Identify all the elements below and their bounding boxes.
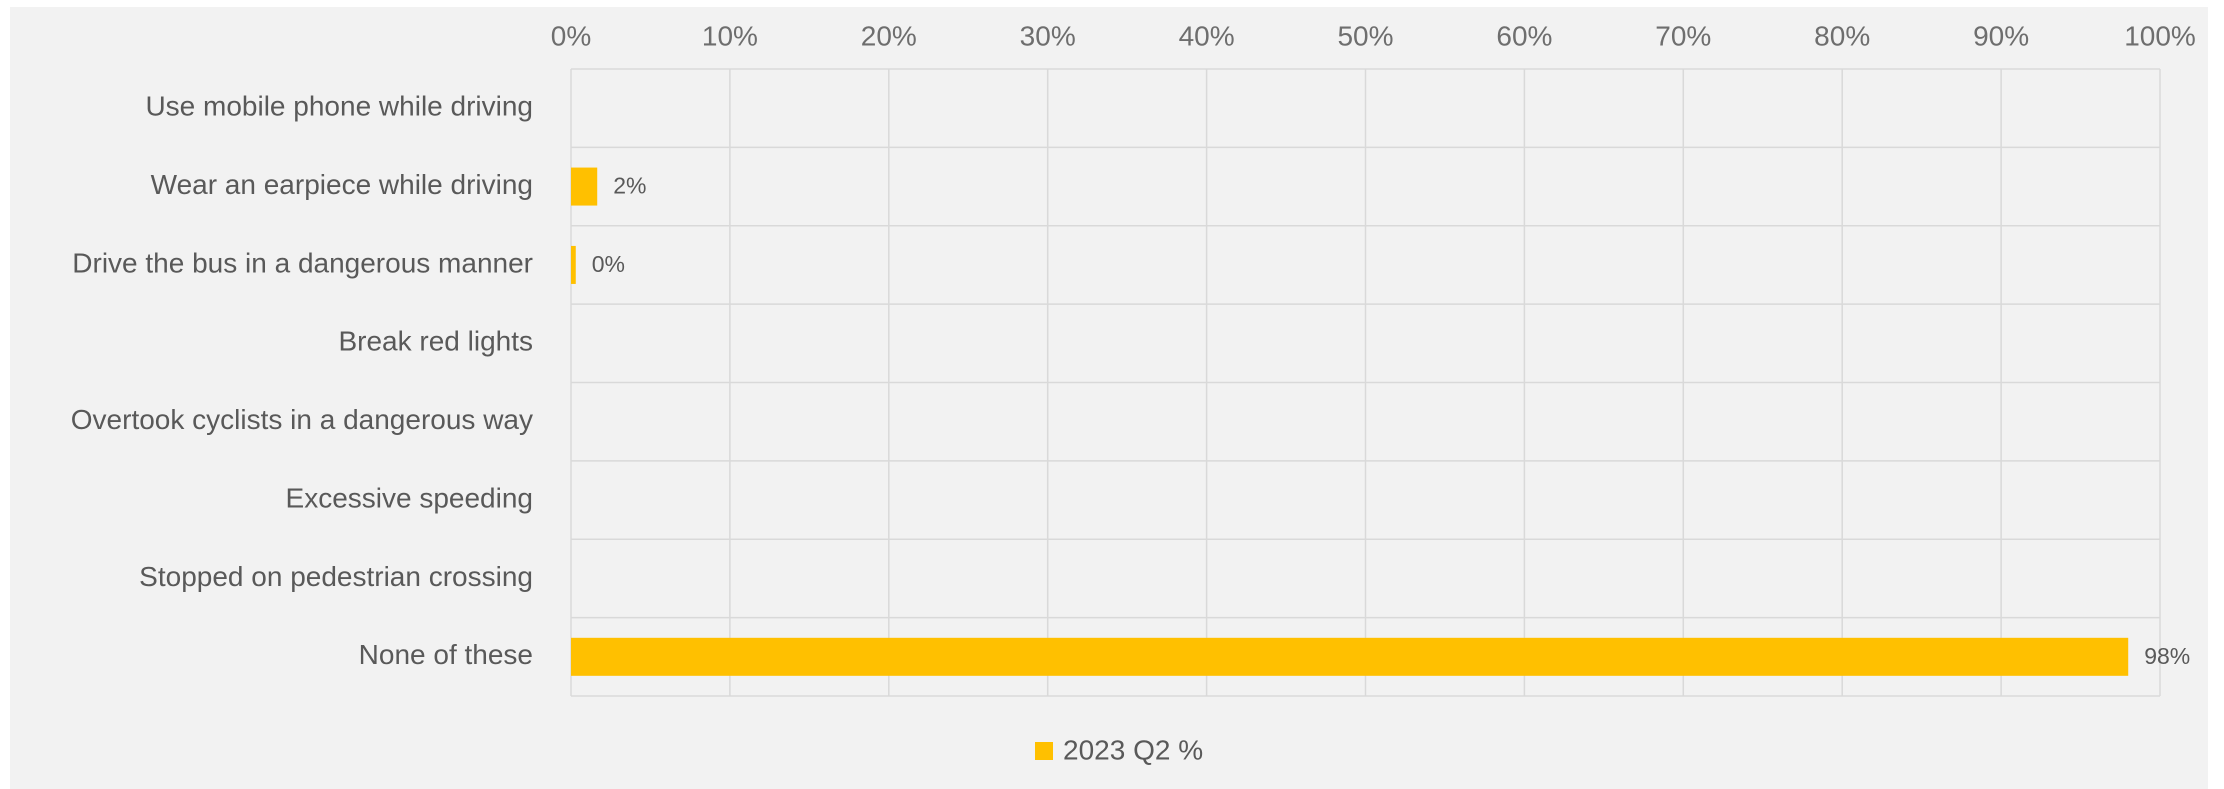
category-label: Drive the bus in a dangerous manner xyxy=(72,247,533,278)
category-label: Excessive speeding xyxy=(286,482,533,513)
x-tick-label: 20% xyxy=(861,20,917,51)
bars xyxy=(571,167,2129,676)
category-label: Overtook cyclists in a dangerous way xyxy=(71,404,533,435)
bar-chart: 0% 10% 20% 30% 40% 50% 60% 70% 80% 90% 100% Use mo… xyxy=(71,20,2196,765)
gridlines xyxy=(570,68,2161,697)
data-label: 98% xyxy=(2144,643,2190,669)
category-label: Stopped on pedestrian crossing xyxy=(139,561,533,592)
x-tick-label: 60% xyxy=(1496,20,1552,51)
x-tick-label: 50% xyxy=(1337,20,1393,51)
x-tick-label: 70% xyxy=(1655,20,1711,51)
x-tick-label: 40% xyxy=(1179,20,1235,51)
x-tick-label: 0% xyxy=(551,20,591,51)
x-tick-label: 10% xyxy=(702,20,758,51)
bar xyxy=(571,167,598,206)
data-label: 0% xyxy=(592,251,625,277)
chart-area: 0% 10% 20% 30% 40% 50% 60% 70% 80% 90% 100% Use mo… xyxy=(10,7,2208,789)
category-label: Use mobile phone while driving xyxy=(145,91,533,122)
bar xyxy=(571,637,2129,676)
x-tick-label: 30% xyxy=(1020,20,1076,51)
x-tick-label: 80% xyxy=(1814,20,1870,51)
x-tick-label: 100% xyxy=(2124,20,2196,51)
data-labels: 2% 0% 98% xyxy=(592,173,2190,669)
legend-label: 2023 Q2 % xyxy=(1063,734,1203,765)
category-labels: Use mobile phone while driving Wear an ea… xyxy=(71,91,533,671)
category-label: None of these xyxy=(359,639,533,670)
category-label: Wear an earpiece while driving xyxy=(151,169,533,200)
x-axis-ticks: 0% 10% 20% 30% 40% 50% 60% 70% 80% 90% 100% xyxy=(551,20,2196,51)
data-label: 2% xyxy=(613,173,646,199)
legend-swatch xyxy=(1035,742,1053,760)
bar xyxy=(571,245,576,284)
legend: 2023 Q2 % xyxy=(1035,734,1203,765)
x-tick-label: 90% xyxy=(1973,20,2029,51)
category-label: Break red lights xyxy=(338,326,533,357)
